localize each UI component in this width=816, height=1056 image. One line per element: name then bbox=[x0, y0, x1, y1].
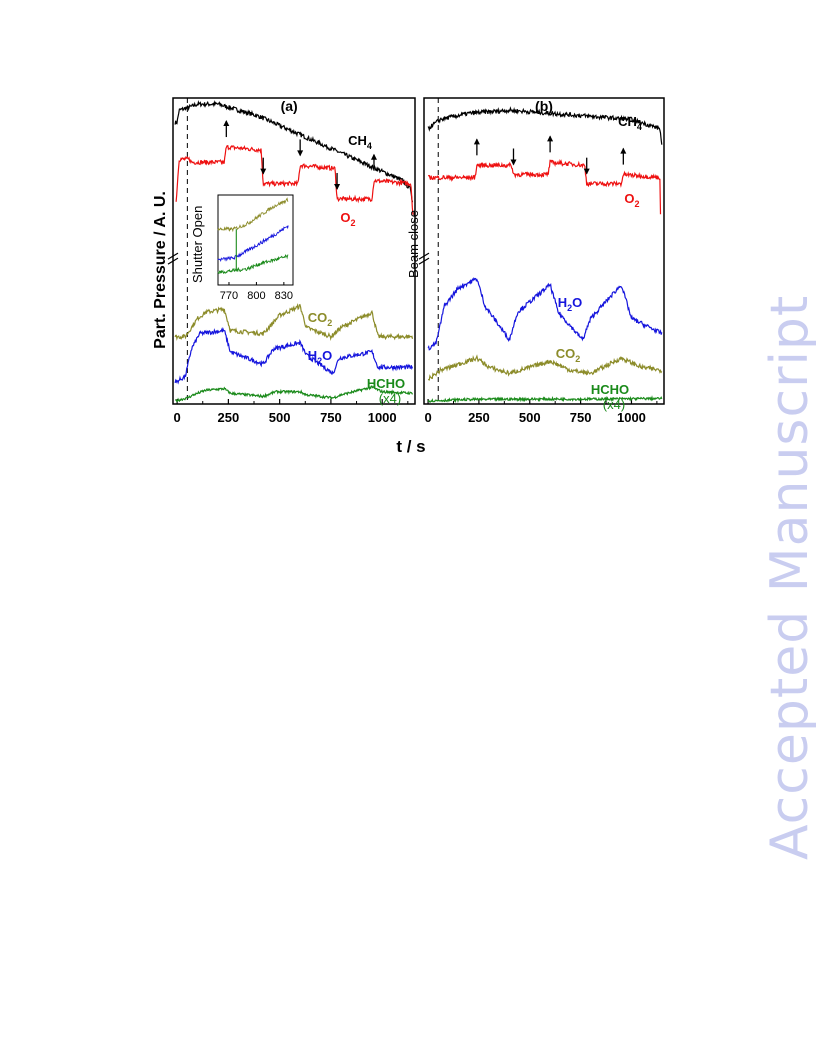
series-label-note: (x4) bbox=[379, 391, 401, 406]
panel-label: (a) bbox=[281, 98, 298, 114]
step-arrow-head bbox=[510, 159, 517, 166]
step-arrow-head bbox=[260, 168, 267, 175]
x-tick-label: 1000 bbox=[617, 410, 646, 425]
step-arrow-head bbox=[370, 153, 377, 160]
inset-x-tick-label: 830 bbox=[275, 290, 293, 302]
series-label-co2: CO2 bbox=[556, 346, 581, 364]
step-arrow-head bbox=[223, 120, 230, 127]
series-label-ch4: CH4 bbox=[618, 114, 642, 132]
x-tick-label: 250 bbox=[218, 410, 240, 425]
inset-plot: 770 800 830 bbox=[217, 194, 294, 302]
axis-break-mark bbox=[167, 257, 179, 265]
series-label-o2: O2 bbox=[340, 210, 355, 228]
inset-series-hcho bbox=[217, 253, 289, 274]
series-line-o2 bbox=[175, 144, 414, 215]
x-tick-label: 750 bbox=[570, 410, 592, 425]
panel-b: 0 250 500 750 1000(b)Beam closeCH4O2H2OCO2HC… bbox=[406, 97, 665, 425]
series-label-hcho: HCHO bbox=[591, 382, 629, 397]
step-arrow-head bbox=[297, 150, 304, 157]
inset-series-h2o bbox=[217, 225, 289, 262]
series-label-ch4: CH4 bbox=[348, 133, 372, 151]
step-arrow-head bbox=[620, 147, 627, 154]
x-tick-label: 250 bbox=[468, 410, 490, 425]
step-arrow-head bbox=[583, 168, 590, 175]
series-line-hcho bbox=[174, 385, 414, 403]
inset-x-tick-label: 800 bbox=[247, 290, 265, 302]
series-line-co2 bbox=[428, 354, 663, 381]
series-line-ch4 bbox=[427, 106, 663, 145]
plot-frame bbox=[423, 97, 665, 405]
axis-break-mark bbox=[418, 252, 430, 260]
series-line-ch4 bbox=[174, 99, 414, 203]
plot-frame bbox=[172, 97, 416, 405]
step-arrow-head bbox=[473, 138, 480, 145]
series-label-h2o: H2O bbox=[308, 348, 333, 366]
series-label-hcho: HCHO bbox=[367, 376, 405, 391]
x-tick-label: 500 bbox=[269, 410, 291, 425]
x-tick-label: 0 bbox=[173, 410, 180, 425]
x-axis-label: t / s bbox=[396, 437, 425, 456]
series-line-co2 bbox=[174, 302, 414, 341]
x-tick-label: 500 bbox=[519, 410, 541, 425]
series-line-hcho bbox=[427, 395, 663, 404]
beam-close-label: Beam close bbox=[406, 210, 421, 278]
series-line-o2 bbox=[427, 158, 662, 215]
panel-a: 0 250 500 750 1000 (a) Shutter Open CH4 O2 CO2 H2O… bbox=[167, 97, 416, 425]
y-axis-label: Part. Pressure / A. U. bbox=[152, 191, 169, 349]
inset-series-co2 bbox=[217, 197, 289, 233]
step-arrow-head bbox=[334, 183, 341, 190]
axis-break-mark bbox=[418, 257, 430, 265]
inset-x-tick-label: 770 bbox=[220, 290, 238, 302]
series-label-note: (x4) bbox=[603, 397, 625, 412]
x-tick-label: 0 bbox=[424, 410, 431, 425]
step-arrow-head bbox=[547, 135, 554, 142]
shutter-open-label: Shutter Open bbox=[190, 206, 205, 283]
x-tick-label: 1000 bbox=[368, 410, 397, 425]
inset-frame bbox=[217, 194, 294, 286]
series-label-o2: O2 bbox=[624, 191, 639, 209]
series-label-h2o: H2O bbox=[558, 295, 583, 313]
series-line-h2o bbox=[427, 277, 663, 351]
axis-break-mark bbox=[167, 252, 179, 260]
x-tick-label: 750 bbox=[320, 410, 342, 425]
series-line-h2o bbox=[174, 326, 414, 385]
series-label-co2: CO2 bbox=[308, 310, 333, 328]
